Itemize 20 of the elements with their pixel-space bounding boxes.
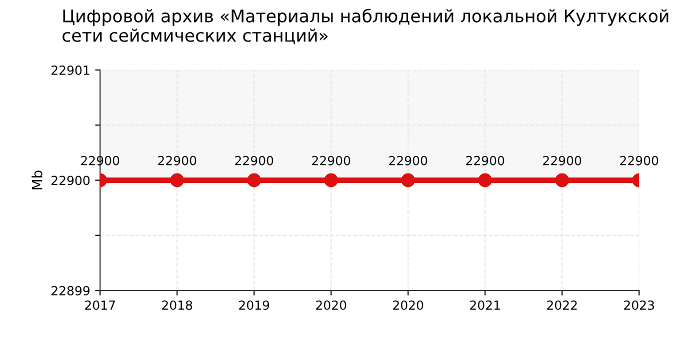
data-label: 22900 xyxy=(389,156,428,166)
x-tick-label: 2020 xyxy=(393,300,424,310)
y-axis-title: Mb xyxy=(32,170,42,190)
x-tick-label: 2019 xyxy=(239,300,270,310)
x-tick-label: 2022 xyxy=(547,300,577,310)
y-tick-label: 22900 xyxy=(52,176,90,186)
data-label: 22900 xyxy=(620,156,658,166)
y-tick-label: 22899 xyxy=(52,286,90,296)
data-label: 22900 xyxy=(466,156,504,166)
x-tick-label: 2017 xyxy=(85,300,115,310)
data-label: 22900 xyxy=(312,156,350,166)
data-label: 22900 xyxy=(158,156,196,166)
data-label: 22900 xyxy=(543,156,582,166)
x-tick-label: 2020 xyxy=(316,300,346,310)
chart-title: Цифровой архив «Материалы наблюдений локальной Култукской сети сейсмических станций» xyxy=(62,8,668,44)
y-tick-label: 22901 xyxy=(52,65,90,75)
x-tick-label: 2021 xyxy=(470,300,500,310)
data-label: 22900 xyxy=(235,156,274,166)
x-tick-label: 2018 xyxy=(162,300,192,310)
x-tick-label: 2023 xyxy=(624,300,654,310)
